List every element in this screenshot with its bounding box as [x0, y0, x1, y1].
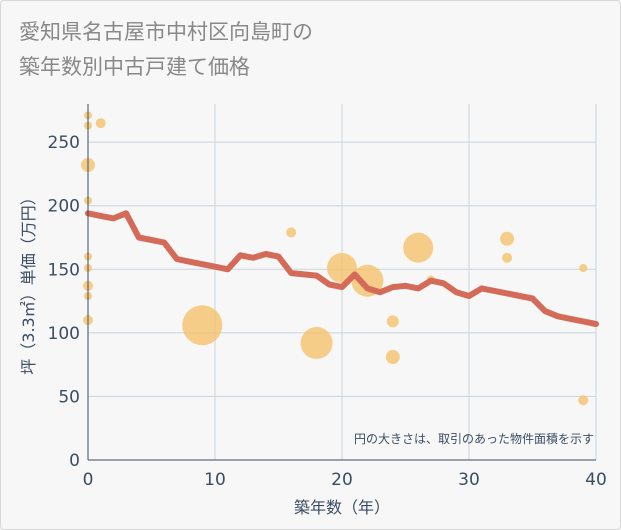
grid — [88, 104, 597, 460]
x-tick-label: 30 — [458, 470, 480, 490]
bubble — [182, 305, 223, 346]
bubble — [286, 227, 297, 238]
size-note: 円の大きさは、取引のあった物件面積を示す — [354, 431, 594, 446]
bubble — [579, 264, 588, 273]
y-tick-label: 0 — [69, 451, 80, 471]
y-tick-label: 100 — [48, 324, 80, 344]
bubble — [403, 232, 434, 263]
y-axis-label: 坪（3.3㎡）単価（万円） — [19, 189, 38, 374]
bubble — [300, 327, 333, 360]
ticks: 0 10 20 30 40 0 50 100 150 200 250 — [48, 133, 607, 490]
x-tick-label: 40 — [585, 470, 607, 490]
y-tick-label: 200 — [48, 197, 80, 217]
bubble — [502, 252, 513, 263]
x-axis-label: 築年数（年） — [294, 498, 390, 517]
bubble — [578, 395, 589, 406]
bubble — [95, 118, 106, 129]
y-tick-label: 50 — [58, 387, 80, 407]
average-price-line — [85, 210, 599, 327]
line-layer — [85, 210, 599, 327]
chart-title: 愛知県名古屋市中村区向島町の 築年数別中古戸建て価格 — [19, 20, 313, 79]
bubble — [385, 350, 400, 365]
y-tick-label: 250 — [48, 133, 80, 153]
bubble-layer — [81, 111, 589, 406]
x-tick-label: 0 — [83, 470, 94, 490]
bubble — [386, 315, 399, 328]
x-tick-label: 10 — [204, 470, 226, 490]
y-tick-label: 150 — [48, 260, 80, 280]
x-tick-label: 20 — [331, 470, 353, 490]
bubble — [500, 231, 515, 246]
